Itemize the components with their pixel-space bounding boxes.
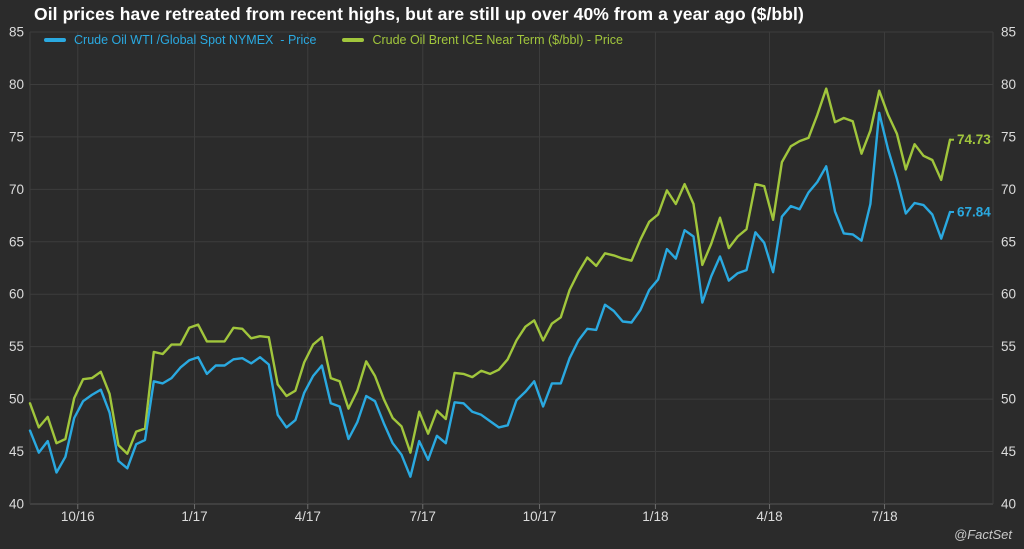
y-axis-label-left-80: 80 [9, 77, 24, 92]
y-axis-label-right-65: 65 [1001, 234, 1016, 249]
y-axis-label-right-85: 85 [1001, 25, 1016, 40]
y-axis-label-right-45: 45 [1001, 444, 1016, 459]
wti-price-line [28, 111, 952, 478]
x-axis-label-10/16: 10/16 [61, 509, 95, 524]
y-axis-label-left-40: 40 [9, 497, 24, 512]
legend-item-wti: Crude Oil WTI /Global Spot NYMEX - Price [44, 33, 316, 47]
chart-title: Oil prices have retreated from recent hi… [34, 4, 804, 24]
x-axis-label-1/17: 1/17 [181, 509, 207, 524]
y-axis-label-right-70: 70 [1001, 182, 1016, 197]
y-axis-label-left-45: 45 [9, 444, 24, 459]
y-axis-label-right-40: 40 [1001, 497, 1016, 512]
x-axis-label-7/18: 7/18 [871, 509, 897, 524]
brent-price-line [28, 87, 952, 455]
y-axis-label-left-65: 65 [9, 234, 24, 249]
wti-line-swatch-icon [44, 38, 66, 42]
y-axis-label-left-60: 60 [9, 287, 24, 302]
brent-end-value-label: 74.73 [957, 132, 991, 147]
attribution: @FactSet [954, 527, 1012, 542]
legend: Crude Oil WTI /Global Spot NYMEX - Price… [44, 33, 623, 47]
y-axis-label-left-85: 85 [9, 25, 24, 40]
y-axis-label-left-75: 75 [9, 129, 24, 144]
y-axis-label-right-55: 55 [1001, 339, 1016, 354]
x-axis-label-10/17: 10/17 [523, 509, 557, 524]
x-axis-label-7/17: 7/17 [410, 509, 436, 524]
legend-label-wti: Crude Oil WTI /Global Spot NYMEX - Price [74, 33, 317, 47]
y-axis-label-right-50: 50 [1001, 392, 1016, 407]
y-axis-label-left-50: 50 [9, 392, 24, 407]
y-axis-label-right-60: 60 [1001, 287, 1016, 302]
y-axis-label-right-75: 75 [1001, 129, 1016, 144]
legend-item-brent: Crude Oil Brent ICE Near Term ($/bbl) - … [342, 33, 623, 47]
x-axis-label-4/17: 4/17 [295, 509, 321, 524]
x-axis-label-1/18: 1/18 [642, 509, 668, 524]
legend-label-brent: Crude Oil Brent ICE Near Term ($/bbl) - … [372, 33, 623, 47]
y-axis-label-left-70: 70 [9, 182, 24, 197]
brent-line-swatch-icon [342, 38, 365, 42]
wti-end-value-label: 67.84 [957, 204, 991, 219]
y-axis-label-right-80: 80 [1001, 77, 1016, 92]
x-axis-label-4/18: 4/18 [756, 509, 782, 524]
y-axis-label-left-55: 55 [9, 339, 24, 354]
